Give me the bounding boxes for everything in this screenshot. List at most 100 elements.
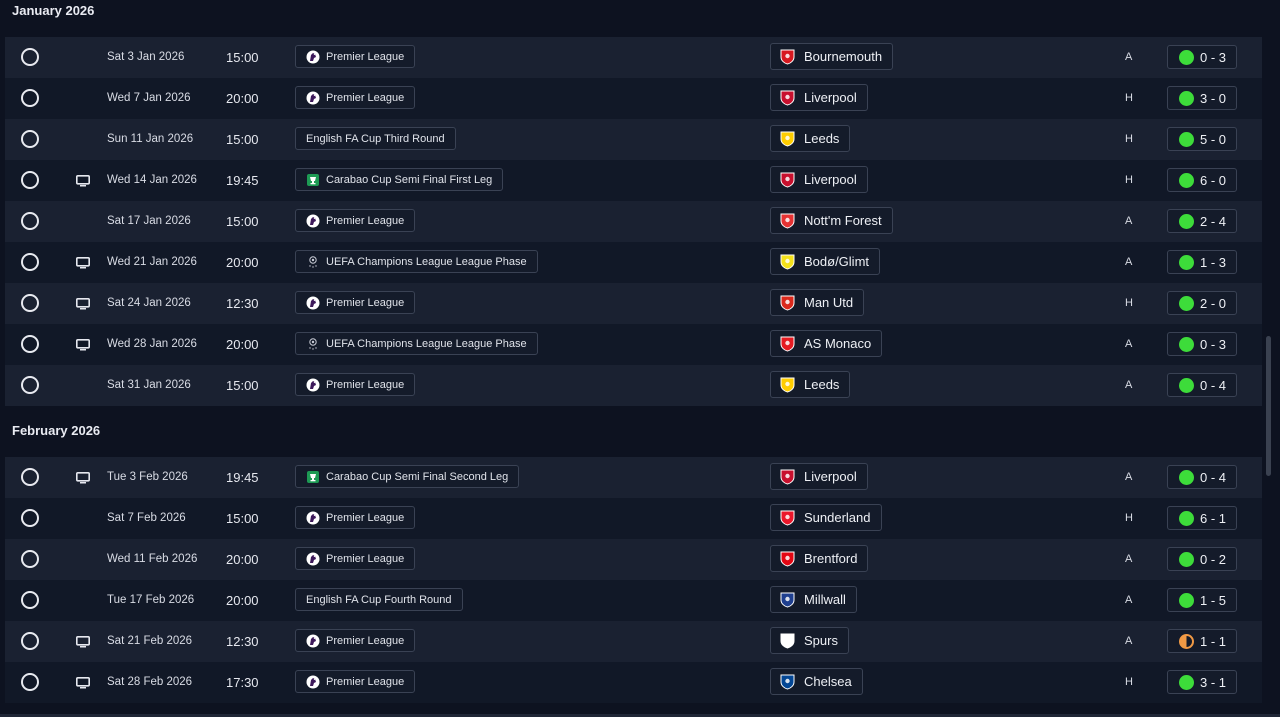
opponent-badge[interactable]: Chelsea (770, 668, 863, 695)
result-badge[interactable]: 3 - 1 (1167, 670, 1238, 694)
fixture-row[interactable]: Sat 28 Feb 2026 17:30 Premier League Chelse… (5, 662, 1262, 703)
result-score: 0 - 4 (1200, 377, 1227, 393)
win-indicator-icon (1179, 254, 1194, 270)
fixture-time: 15:00 (226, 132, 259, 147)
competition-badge[interactable]: Premier League (295, 45, 416, 68)
fixture-status-circle[interactable] (21, 376, 39, 394)
fixture-time: 15:00 (226, 511, 259, 526)
bod-glimt-crest-icon (779, 253, 796, 270)
result-badge[interactable]: 3 - 0 (1167, 86, 1238, 110)
leeds-crest-icon (779, 376, 796, 393)
fixture-row[interactable]: Sat 17 Jan 2026 15:00 Premier League Nott'm… (5, 201, 1262, 242)
fixture-row[interactable]: Wed 11 Feb 2026 20:00 Premier League Brentf… (5, 539, 1262, 580)
result-badge[interactable]: 0 - 3 (1167, 45, 1238, 69)
fixture-date: Tue 17 Feb 2026 (107, 594, 195, 606)
result-badge[interactable]: 1 - 5 (1167, 588, 1238, 612)
opponent-badge[interactable]: Spurs (770, 627, 849, 654)
fixture-date: Wed 28 Jan 2026 (107, 338, 197, 350)
opponent-name: Chelsea (804, 674, 852, 689)
header-spacer (0, 444, 1280, 457)
opponent-badge[interactable]: Leeds (770, 371, 851, 398)
fixture-status-circle[interactable] (21, 212, 39, 230)
fixture-status-circle[interactable] (21, 48, 39, 66)
competition-badge[interactable]: UEFA Champions League League Phase (295, 250, 538, 273)
champions-league-icon (306, 337, 320, 351)
fixture-status-circle[interactable] (21, 468, 39, 486)
fixture-row[interactable]: Wed 21 Jan 2026 20:00 UEFA Champions Leagu… (5, 242, 1262, 283)
competition-badge[interactable]: Premier League (295, 547, 416, 570)
scrollbar-thumb[interactable] (1266, 336, 1271, 476)
fixture-row[interactable]: Sun 11 Jan 2026 15:00 English FA Cup Third… (5, 119, 1262, 160)
fixture-row[interactable]: Sat 24 Jan 2026 12:30 Premier League Man Ut… (5, 283, 1262, 324)
opponent-badge[interactable]: Nott'm Forest (770, 207, 893, 234)
result-badge[interactable]: 1 - 1 (1167, 629, 1238, 653)
opponent-badge[interactable]: Millwall (770, 586, 857, 613)
fixture-status-circle[interactable] (21, 591, 39, 609)
competition-badge[interactable]: Premier League (295, 209, 416, 232)
competition-badge[interactable]: Premier League (295, 629, 416, 652)
result-badge[interactable]: 6 - 1 (1167, 506, 1238, 530)
opponent-badge[interactable]: Brentford (770, 545, 869, 572)
fixture-row[interactable]: Tue 3 Feb 2026 19:45 Carabao Cup Semi Fina… (5, 457, 1262, 498)
result-badge[interactable]: 2 - 4 (1167, 209, 1238, 233)
fixture-row[interactable]: Sat 3 Jan 2026 15:00 Premier League Bournem… (5, 37, 1262, 78)
opponent-badge[interactable]: AS Monaco (770, 330, 883, 357)
fixture-row[interactable]: Sat 7 Feb 2026 15:00 Premier League Sunderl… (5, 498, 1262, 539)
carabao-cup-icon (306, 173, 320, 187)
result-badge[interactable]: 6 - 0 (1167, 168, 1238, 192)
fixture-row[interactable]: Sat 21 Feb 2026 12:30 Premier League Spurs A… (5, 621, 1262, 662)
venue-indicator: H (1125, 297, 1133, 309)
opponent-name: Sunderland (804, 510, 871, 525)
fixture-status-circle[interactable] (21, 253, 39, 271)
fixture-status-circle[interactable] (21, 294, 39, 312)
result-badge[interactable]: 5 - 0 (1167, 127, 1238, 151)
fixture-row[interactable]: Wed 28 Jan 2026 20:00 UEFA Champions Leagu… (5, 324, 1262, 365)
competition-badge[interactable]: English FA Cup Fourth Round (295, 588, 463, 611)
fixture-status-circle[interactable] (21, 632, 39, 650)
result-badge[interactable]: 2 - 0 (1167, 291, 1238, 315)
fixture-row[interactable]: Sat 31 Jan 2026 15:00 Premier League Leeds A… (5, 365, 1262, 406)
opponent-name: Millwall (804, 592, 846, 607)
venue-indicator: A (1125, 553, 1133, 565)
result-badge[interactable]: 0 - 4 (1167, 465, 1238, 489)
opponent-badge[interactable]: Man Utd (770, 289, 865, 316)
result-score: 1 - 3 (1200, 254, 1227, 270)
fixture-status-circle[interactable] (21, 550, 39, 568)
fixture-row[interactable]: Tue 17 Feb 2026 20:00 English FA Cup Fourt… (5, 580, 1262, 621)
opponent-badge[interactable]: Sunderland (770, 504, 882, 531)
liverpool-crest-icon (779, 468, 796, 485)
opponent-badge[interactable]: Leeds (770, 125, 851, 152)
result-badge[interactable]: 1 - 3 (1167, 250, 1238, 274)
fixture-status-circle[interactable] (21, 673, 39, 691)
fixture-status-circle[interactable] (21, 130, 39, 148)
competition-badge[interactable]: UEFA Champions League League Phase (295, 332, 538, 355)
result-badge[interactable]: 0 - 3 (1167, 332, 1238, 356)
opponent-badge[interactable]: Liverpool (770, 84, 868, 111)
result-score: 6 - 1 (1200, 510, 1227, 526)
opponent-badge[interactable]: Bodø/Glimt (770, 248, 881, 275)
fixture-status-circle[interactable] (21, 171, 39, 189)
competition-name: English FA Cup Third Round (306, 132, 445, 145)
fixture-row[interactable]: Wed 7 Jan 2026 20:00 Premier League Liverpo… (5, 78, 1262, 119)
competition-badge[interactable]: Carabao Cup Semi Final Second Leg (295, 465, 520, 488)
liverpool-crest-icon (779, 171, 796, 188)
venue-indicator: A (1125, 471, 1133, 483)
opponent-badge[interactable]: Liverpool (770, 463, 868, 490)
opponent-badge[interactable]: Liverpool (770, 166, 868, 193)
tv-icon (76, 471, 90, 484)
opponent-badge[interactable]: Bournemouth (770, 43, 894, 70)
competition-badge[interactable]: Premier League (295, 506, 416, 529)
competition-badge[interactable]: Premier League (295, 291, 416, 314)
fixture-status-circle[interactable] (21, 89, 39, 107)
competition-badge[interactable]: Premier League (295, 86, 416, 109)
competition-badge[interactable]: Carabao Cup Semi Final First Leg (295, 168, 504, 191)
fixture-status-circle[interactable] (21, 509, 39, 527)
fixture-status-circle[interactable] (21, 335, 39, 353)
competition-badge[interactable]: English FA Cup Third Round (295, 127, 456, 150)
result-badge[interactable]: 0 - 2 (1167, 547, 1238, 571)
fixture-row[interactable]: Wed 14 Jan 2026 19:45 Carabao Cup Semi Fin… (5, 160, 1262, 201)
competition-badge[interactable]: Premier League (295, 373, 416, 396)
result-badge[interactable]: 0 - 4 (1167, 373, 1238, 397)
competition-badge[interactable]: Premier League (295, 670, 416, 693)
